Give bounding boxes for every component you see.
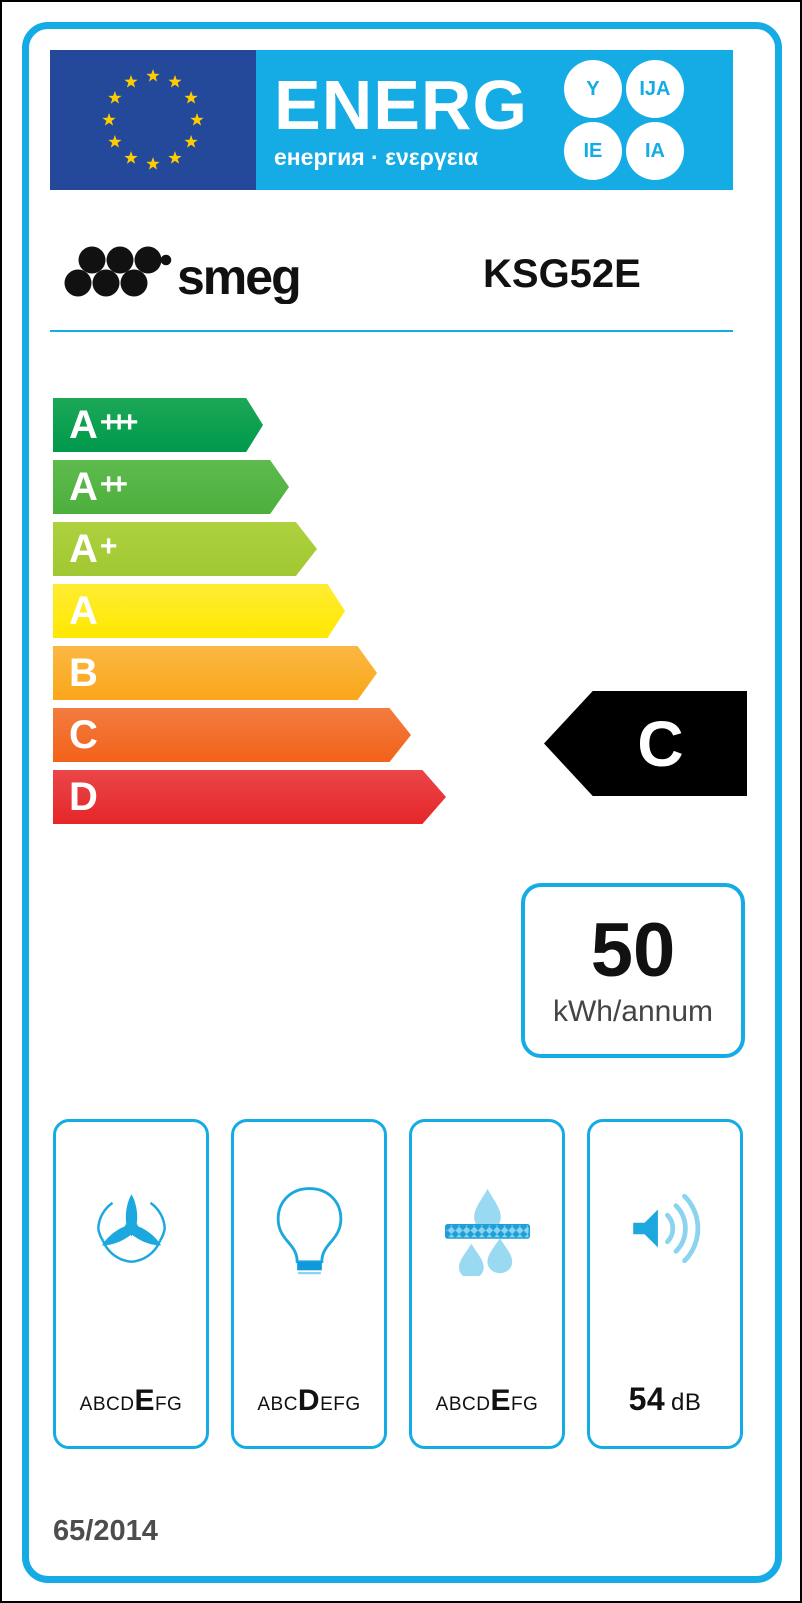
- svg-text:smeg: smeg: [177, 249, 300, 304]
